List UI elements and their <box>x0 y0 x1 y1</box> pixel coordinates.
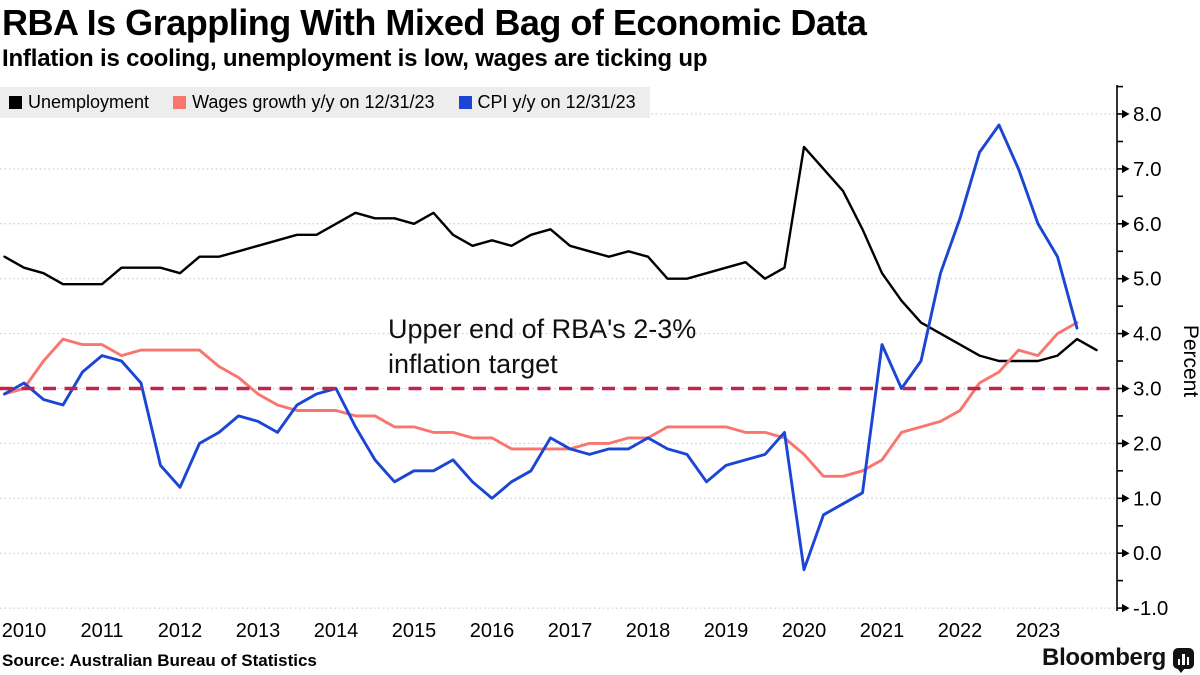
x-axis-label: 2011 <box>80 620 124 642</box>
wages-growth-line <box>3 321 1079 478</box>
x-axis-label: 2021 <box>859 620 905 642</box>
y-axis-tick-label: 3.0 <box>1133 378 1162 401</box>
y-axis-tick-arrow-icon <box>1122 549 1130 558</box>
chart-subtitle: Inflation is cooling, unemployment is lo… <box>2 45 708 72</box>
legend-item-wages: Wages growth y/y on 12/31/23 <box>173 92 435 113</box>
y-axis-tick-label: 4.0 <box>1133 323 1162 346</box>
y-axis-title: Percent <box>1179 325 1200 398</box>
x-axis-label: 2013 <box>235 620 281 642</box>
annotation-inflation-target: Upper end of RBA's 2-3% inflation target <box>388 312 696 382</box>
x-axis-label: 2023 <box>1015 620 1061 642</box>
cpi-swatch-icon <box>458 96 472 109</box>
x-axis-label: 2017 <box>547 620 593 642</box>
y-axis-tick-label: 8.0 <box>1133 103 1162 126</box>
cpi-line <box>3 123 1079 572</box>
legend-item-cpi: CPI y/y on 12/31/23 <box>458 92 636 113</box>
bloomberg-branding: Bloomberg <box>1042 644 1194 673</box>
y-axis-tick-label: 1.0 <box>1133 487 1162 510</box>
source-credit: Source: Australian Bureau of Statistics <box>2 651 317 670</box>
annotation-line-1: Upper end of RBA's 2-3% <box>388 314 697 344</box>
x-axis-label: 2015 <box>391 620 437 642</box>
y-axis-tick-arrow-icon <box>1122 219 1130 228</box>
y-axis-tick-arrow-icon <box>1122 109 1130 119</box>
y-axis-tick-arrow-icon <box>1122 329 1130 338</box>
y-axis-tick-arrow-icon <box>1122 439 1130 448</box>
legend-label: Wages growth y/y on 12/31/23 <box>192 92 435 112</box>
y-axis-tick-arrow-icon <box>1122 384 1130 393</box>
y-axis-tick-label: 2.0 <box>1133 432 1162 455</box>
x-axis-label: 2019 <box>703 620 749 642</box>
y-axis-tick-label: 7.0 <box>1133 158 1162 181</box>
y-axis-tick-arrow-icon <box>1122 164 1130 174</box>
x-axis-label: 2022 <box>937 620 983 642</box>
chart-legend: Unemployment Wages growth y/y on 12/31/2… <box>0 87 650 118</box>
y-axis-tick-label: 0.0 <box>1133 542 1162 565</box>
x-axis-label: 2020 <box>781 620 827 642</box>
chart-plot-area: 8.0 7.0 6.0 5.0 4.0 3.0 2.0 1.0 0.0 -1.0 Percent <box>0 85 1200 620</box>
x-axis-label: 2014 <box>313 620 359 642</box>
unemployment-line <box>3 145 1098 363</box>
y-axis-tick-label: 6.0 <box>1133 213 1162 236</box>
y-axis-tick-arrow-icon <box>1122 274 1130 283</box>
y-axis-tick-arrow-icon <box>1122 494 1130 503</box>
y-axis-tick-arrow-icon <box>1122 603 1130 613</box>
chart-title: RBA Is Grappling With Mixed Bag of Econo… <box>2 2 867 43</box>
unemployment-swatch-icon <box>9 96 22 109</box>
x-axis-label: 2012 <box>157 620 203 642</box>
bloomberg-wordmark: Bloomberg <box>1042 644 1166 671</box>
x-axis-label: 2016 <box>469 620 515 642</box>
legend-label: Unemployment <box>28 92 150 112</box>
legend-label: CPI y/y on 12/31/23 <box>477 92 636 112</box>
x-axis-label: 2010 <box>1 620 47 642</box>
legend-item-unemployment: Unemployment <box>9 92 149 113</box>
x-axis-label: 2018 <box>625 620 671 642</box>
bloomberg-chart-icon <box>1173 647 1194 673</box>
wages-swatch-icon <box>173 96 187 109</box>
y-axis-tick-label: 5.0 <box>1133 268 1162 291</box>
y-axis-tick-label: -1.0 <box>1133 597 1168 620</box>
annotation-line-2: inflation target <box>388 349 558 379</box>
